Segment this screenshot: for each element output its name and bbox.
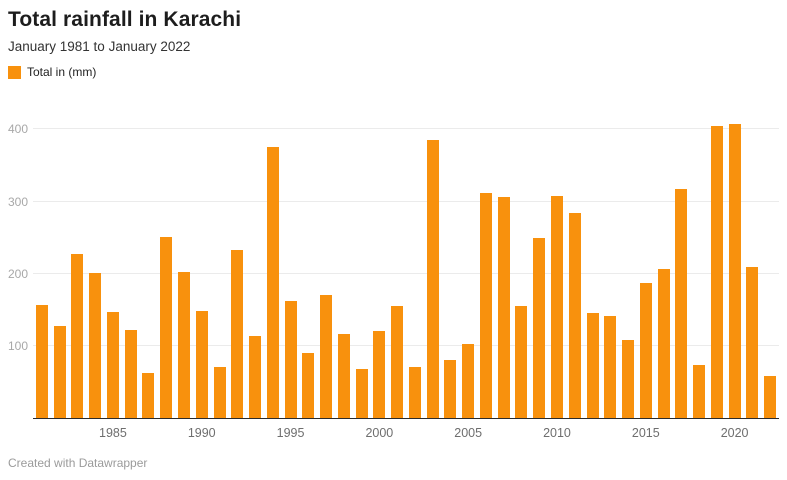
bar-1991[interactable]	[213, 366, 226, 418]
bar-2000[interactable]	[373, 331, 386, 418]
bar-2003[interactable]	[426, 139, 439, 418]
bar-2015[interactable]	[639, 283, 652, 418]
x-tick-label-1985: 1985	[99, 426, 127, 440]
bar-1994[interactable]	[266, 147, 279, 418]
bar-2007[interactable]	[497, 196, 510, 418]
bar-2005[interactable]	[462, 343, 475, 418]
attribution-text: Created with Datawrapper	[8, 456, 148, 470]
chart-title: Total rainfall in Karachi	[8, 8, 242, 31]
bar-1999[interactable]	[355, 368, 368, 418]
y-tick-label-300: 300	[7, 194, 28, 209]
bar-1996[interactable]	[302, 353, 315, 418]
bar-2017[interactable]	[675, 189, 688, 418]
bar-2022[interactable]	[764, 376, 777, 418]
plot-area: 100 200 300 400 1985 1990 1995 2000 2005 2010 201…	[8, 115, 779, 440]
x-tick-label-1995: 1995	[276, 426, 305, 440]
bar-2009[interactable]	[533, 238, 546, 418]
bar-1997[interactable]	[320, 294, 333, 418]
bar-1983[interactable]	[71, 254, 84, 418]
bar-1986[interactable]	[124, 330, 137, 418]
y-tick-label-100: 100	[7, 338, 28, 353]
bar-2004[interactable]	[444, 360, 457, 418]
x-tick-label-2005: 2005	[454, 426, 483, 440]
bar-1981[interactable]	[35, 305, 48, 418]
gridline-200	[33, 272, 779, 274]
bar-2013[interactable]	[604, 315, 617, 418]
bar-1992[interactable]	[231, 249, 244, 418]
gridline-100	[33, 344, 779, 346]
bar-2019[interactable]	[710, 125, 723, 418]
x-tick-label-2015: 2015	[631, 426, 660, 440]
bar-2011[interactable]	[568, 213, 581, 418]
gridline-300	[33, 200, 779, 202]
bar-1987[interactable]	[142, 373, 155, 418]
bar-2006[interactable]	[479, 192, 492, 418]
bar-1998[interactable]	[337, 333, 350, 418]
bar-2021[interactable]	[746, 266, 759, 418]
bar-1984[interactable]	[89, 273, 102, 418]
bar-2008[interactable]	[515, 306, 528, 418]
legend-label: Total in (mm)	[27, 65, 97, 79]
bar-2012[interactable]	[586, 312, 599, 418]
bar-1995[interactable]	[284, 301, 297, 418]
x-tick-label-1990: 1990	[187, 426, 216, 440]
bar-2018[interactable]	[693, 364, 706, 418]
x-tick-label-2020: 2020	[720, 426, 749, 440]
bar-1989[interactable]	[177, 271, 190, 418]
y-tick-label-400: 400	[7, 122, 28, 137]
y-tick-label-200: 200	[7, 266, 28, 281]
bar-1988[interactable]	[160, 236, 173, 418]
x-axis-line	[33, 417, 779, 419]
bar-2016[interactable]	[657, 269, 670, 418]
chart-subtitle: January 1981 to January 2022	[8, 39, 191, 54]
bar-2020[interactable]	[728, 123, 741, 418]
bar-1993[interactable]	[249, 336, 262, 418]
bar-2014[interactable]	[622, 340, 635, 418]
bar-2001[interactable]	[391, 306, 404, 418]
bar-1990[interactable]	[195, 311, 208, 418]
x-tick-label-2010: 2010	[543, 426, 571, 440]
bar-1982[interactable]	[53, 326, 66, 418]
bar-2010[interactable]	[550, 195, 563, 418]
bar-1985[interactable]	[106, 311, 119, 418]
x-tick-label-2000: 2000	[365, 426, 394, 440]
legend-swatch	[8, 65, 21, 79]
bar-2002[interactable]	[408, 366, 421, 418]
legend: Total in (mm)	[8, 65, 96, 79]
gridline-400	[33, 128, 779, 130]
